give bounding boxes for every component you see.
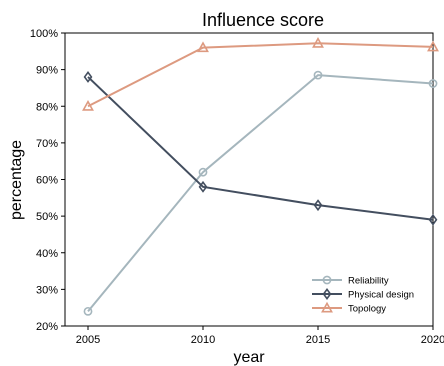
- reliability-point: [313, 70, 323, 80]
- chart-title: Influence score: [202, 10, 324, 30]
- topology-point: [82, 100, 94, 111]
- x-axis-title: year: [233, 349, 265, 366]
- y-axis-title: percentage: [8, 140, 25, 220]
- topology-line: [87, 42, 434, 108]
- series-topology: [82, 37, 439, 111]
- topology-point: [197, 41, 209, 53]
- y-axis: 20% 30% 40% 50% 60% 70% 80% 90% 100%: [30, 28, 65, 333]
- legend-item-topology: Topology: [312, 301, 386, 315]
- legend-point: [321, 301, 333, 313]
- x-tick-label: 2010: [191, 334, 215, 346]
- topology-point: [427, 40, 439, 52]
- y-tick-label: 50%: [36, 211, 58, 223]
- y-tick-label: 80%: [36, 101, 58, 113]
- series-layer: [82, 37, 439, 316]
- y-tick-label: 60%: [36, 175, 58, 187]
- series-reliability: [83, 70, 438, 316]
- x-axis: 2005 2010 2015 2020: [76, 326, 444, 346]
- legend-point: [322, 288, 332, 300]
- physical-design-point: [198, 180, 208, 193]
- physical-design-point: [428, 213, 438, 226]
- legend-label: Reliability: [348, 276, 389, 287]
- y-tick-label: 100%: [30, 28, 58, 40]
- y-tick-label: 20%: [36, 321, 58, 333]
- topology-point: [312, 37, 324, 48]
- physical-design-line: [87, 76, 434, 221]
- legend-item-physical-design: Physical design: [312, 288, 414, 301]
- reliability-point: [198, 167, 208, 177]
- y-tick-label: 70%: [36, 138, 58, 150]
- x-tick-label: 2020: [421, 334, 444, 346]
- legend-point: [322, 275, 332, 285]
- legend-label: Topology: [348, 304, 386, 315]
- legend: Reliability Physical design Topology: [312, 276, 414, 315]
- y-tick-label: 90%: [36, 65, 58, 77]
- x-tick-label: 2005: [76, 334, 100, 346]
- y-tick-label: 40%: [36, 248, 58, 260]
- legend-item-reliability: Reliability: [312, 276, 389, 287]
- physical-design-point: [83, 71, 93, 83]
- y-tick-label: 30%: [36, 284, 58, 296]
- reliability-point: [428, 79, 438, 88]
- reliability-point: [83, 306, 93, 316]
- series-physical-design: [83, 71, 438, 226]
- physical-design-point: [313, 199, 323, 212]
- legend-label: Physical design: [348, 290, 414, 301]
- reliability-line: [87, 74, 434, 312]
- x-tick-label: 2015: [306, 334, 330, 346]
